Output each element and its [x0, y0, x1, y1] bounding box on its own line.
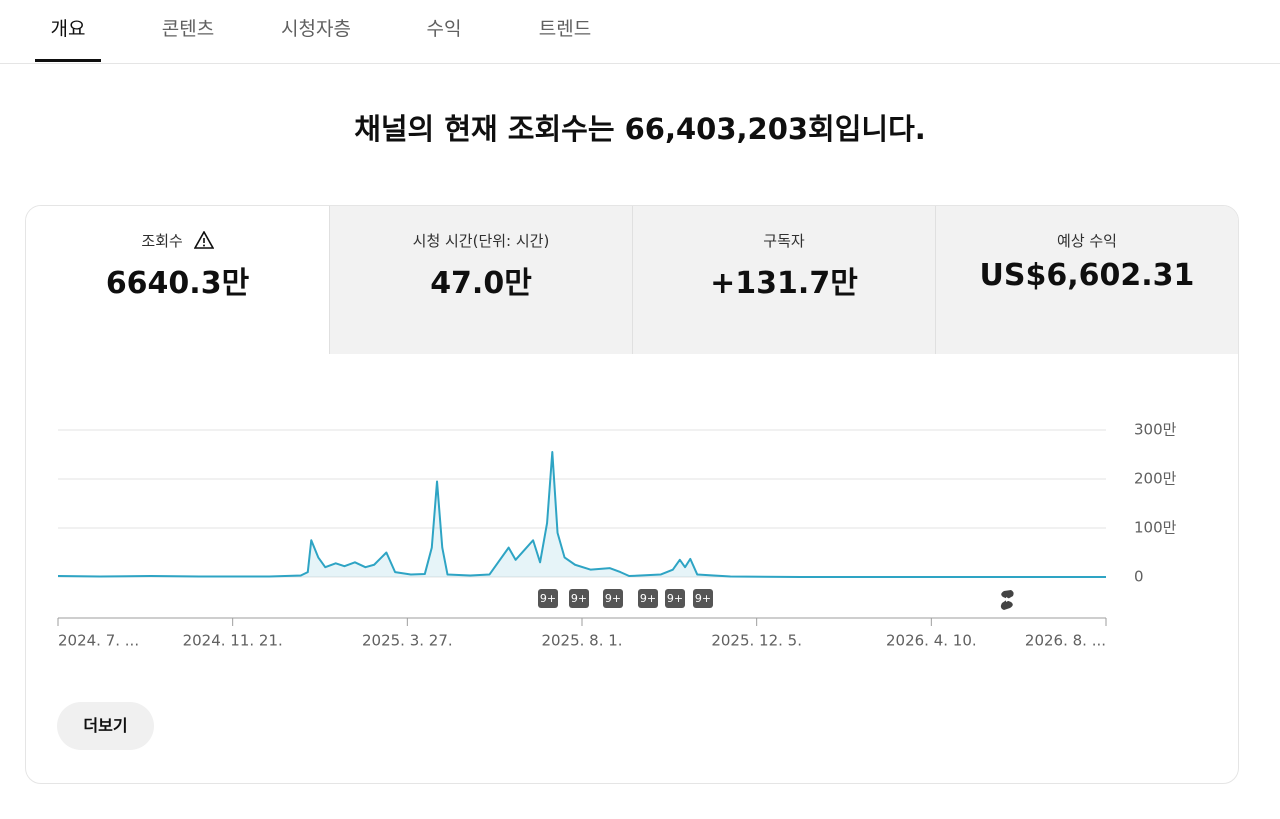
marker-label: 9+ — [540, 592, 556, 605]
marker-label: 9+ — [640, 592, 656, 605]
metric-tab[interactable]: 예상 수익 US$6,602.31 — [935, 206, 1238, 354]
metric-tab[interactable]: 시청 시간(단위: 시간) 47.0만 — [329, 206, 632, 354]
line — [57, 451, 1106, 578]
metric-tab[interactable]: 조회수 6640.3만 — [26, 206, 329, 354]
warning-icon — [193, 230, 214, 249]
metric-value: 6640.3만 — [105, 266, 250, 301]
tab[interactable]: 콘텐츠 — [161, 18, 215, 40]
more-button[interactable]: 더보기 — [57, 702, 154, 750]
metric-label: 구독자 — [763, 232, 805, 250]
marker-badge — [538, 589, 558, 608]
headline: 채널의 현재 조회수는 66,403,203회입니다. — [354, 112, 926, 146]
x-tick-label: 2025. 12. 5. — [711, 632, 802, 650]
tab[interactable]: 개요 — [50, 18, 86, 40]
tab[interactable]: 트렌드 — [538, 18, 592, 40]
y-tick-label: 300만 — [1134, 421, 1177, 439]
marker-badge — [665, 589, 685, 608]
tab[interactable]: 시청자층 — [281, 18, 351, 40]
metric-tab[interactable]: 구독자 +131.7만 — [632, 206, 935, 354]
area — [58, 452, 1106, 577]
y-tick-label: 100만 — [1134, 519, 1177, 537]
metric-value: +131.7만 — [710, 266, 858, 301]
tab-underline — [35, 59, 101, 62]
y-tick-label: 0 — [1134, 568, 1144, 586]
metric-label: 시청 시간(단위: 시간) — [412, 232, 550, 250]
marker-badge — [638, 589, 658, 608]
x-tick-label: 2024. 11. 21. — [183, 632, 283, 650]
x-tick-label: 2025. 3. 27. — [362, 632, 453, 650]
metric-label: 예상 수익 — [1057, 232, 1117, 250]
marker-badge — [603, 589, 623, 608]
marker-badge — [693, 589, 713, 608]
metric-label-text: 조회수 — [141, 232, 183, 250]
marker-label: 9+ — [667, 592, 683, 605]
shorts-icon — [1000, 590, 1014, 610]
x-tick-label: 2025. 8. 1. — [541, 632, 622, 650]
card: 조회수 6640.3만 시청 시간(단위: 시간) 47.0만 구독자 +131… — [25, 205, 1239, 784]
marker-label: 9+ — [605, 592, 621, 605]
metric-value: US$6,602.31 — [979, 258, 1195, 293]
metric-label: 조회수 — [26, 230, 329, 251]
x-tick-label: 2026. 4. 10. — [886, 632, 977, 650]
separator — [0, 63, 1280, 64]
x-tick-label: 2024. 7. ... — [58, 632, 139, 650]
marker-badge — [569, 589, 589, 608]
tab[interactable]: 수익 — [426, 18, 462, 40]
x-tick-label: 2026. 8. ... — [1025, 632, 1106, 650]
marker-label: 9+ — [571, 592, 587, 605]
metric-value: 47.0만 — [430, 266, 532, 301]
y-tick-label: 200만 — [1134, 470, 1177, 488]
marker-label: 9+ — [695, 592, 711, 605]
